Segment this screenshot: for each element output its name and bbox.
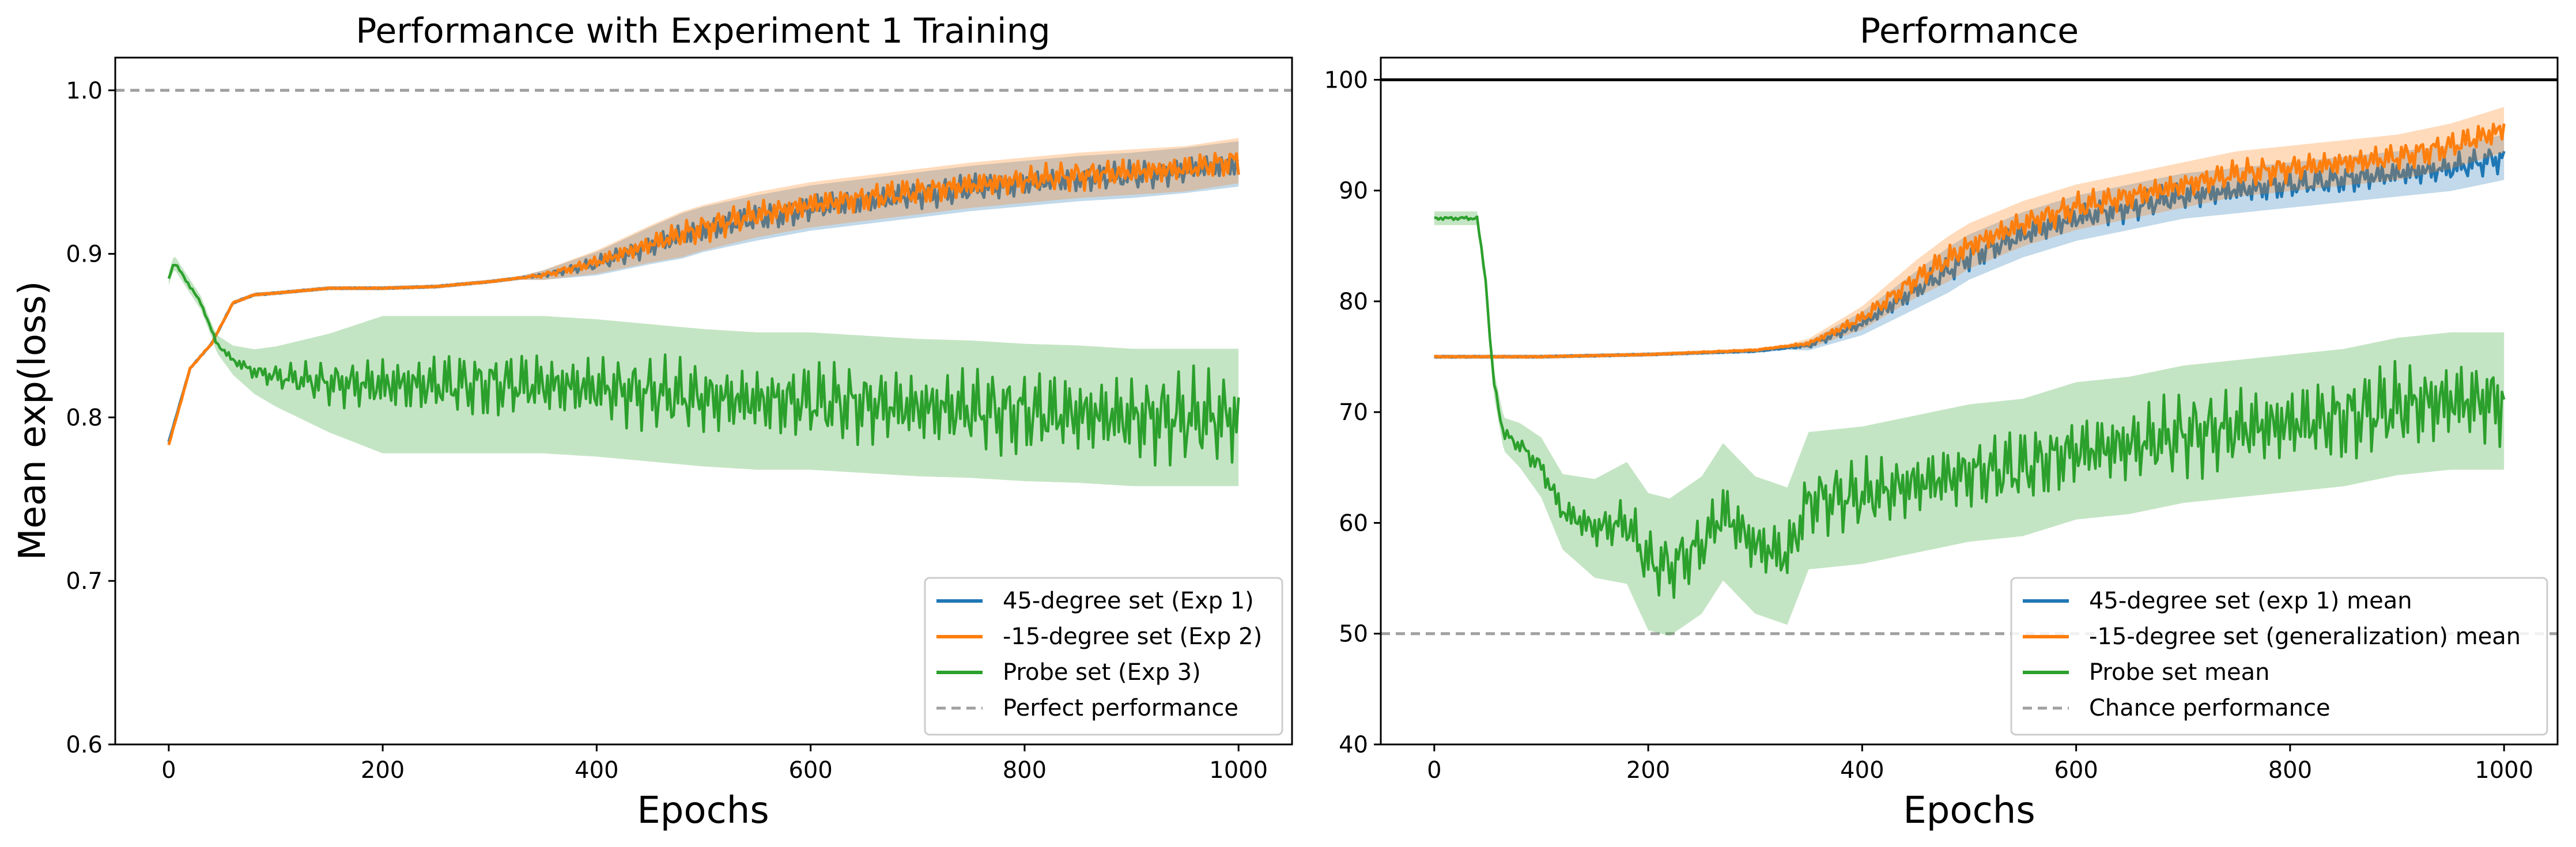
right-legend-label-series-2: -15-degree set (generalization) mean bbox=[2089, 623, 2521, 650]
right-chart-title: Performance bbox=[1860, 11, 2079, 51]
right-y-tick-label: 40 bbox=[1339, 732, 1368, 758]
right-y-tick-label: 70 bbox=[1339, 399, 1368, 426]
left-x-tick-label: 0 bbox=[161, 757, 176, 784]
left-y-tick-label: 0.9 bbox=[66, 241, 103, 268]
right-x-tick-label: 1000 bbox=[2475, 757, 2533, 784]
left-x-tick-label: 400 bbox=[575, 757, 618, 784]
right-x-tick-label: 200 bbox=[1626, 757, 1670, 784]
right-legend: 45-degree set (exp 1) mean -15-degree se… bbox=[2010, 577, 2548, 736]
right-plot-frame bbox=[1380, 56, 2559, 746]
right-y-tick-label: 60 bbox=[1339, 510, 1368, 536]
right-x-tick-label: 400 bbox=[1840, 757, 1884, 784]
right-y-tick-label: 80 bbox=[1339, 289, 1368, 315]
left-plot-frame bbox=[114, 56, 1293, 746]
left-legend-label-reference: Perfect performance bbox=[1003, 695, 1238, 721]
right-legend-box bbox=[2010, 577, 2548, 736]
right-x-tick-label: 0 bbox=[1427, 757, 1441, 784]
right-band-series-3 bbox=[1434, 211, 2505, 636]
right-band-series-2 bbox=[1434, 107, 2505, 359]
left-chart-panel: Performance with Experiment 1 Training E… bbox=[12, 11, 1293, 832]
right-x-tick-label: 800 bbox=[2268, 757, 2312, 784]
left-y-tick-label: 0.7 bbox=[66, 568, 103, 595]
left-x-tick-label: 600 bbox=[788, 757, 832, 784]
left-x-tick-label: 1000 bbox=[1209, 757, 1268, 784]
right-y-tick-label: 100 bbox=[1324, 67, 1368, 93]
right-legend-label-series-1: 45-degree set (exp 1) mean bbox=[2089, 588, 2412, 614]
right-chart-panel: Performance Epochs 0 200 400 600 800 1000 40 5… bbox=[1324, 11, 2559, 832]
left-legend-label-series-2: -15-degree set (Exp 2) bbox=[1003, 623, 1262, 650]
left-y-tick-label: 0.8 bbox=[66, 404, 103, 431]
left-line-series-2 bbox=[167, 152, 1240, 445]
right-x-tick-label: 600 bbox=[2054, 757, 2098, 784]
right-y-tick-label: 90 bbox=[1339, 178, 1368, 205]
left-y-tick-label: 1.0 bbox=[66, 78, 103, 104]
left-x-tick-label: 800 bbox=[1003, 757, 1047, 784]
left-chart-title: Performance with Experiment 1 Training bbox=[356, 11, 1050, 51]
left-band-series-2 bbox=[168, 138, 1239, 448]
left-legend-label-series-1: 45-degree set (Exp 1) bbox=[1003, 588, 1254, 614]
left-legend-box bbox=[924, 577, 1283, 736]
left-y-axis-label: Mean exp(loss) bbox=[12, 281, 54, 560]
left-line-series-3 bbox=[167, 263, 1240, 467]
right-line-series-3 bbox=[1434, 215, 2506, 599]
left-legend: 45-degree set (Exp 1) -15-degree set (Ex… bbox=[924, 577, 1283, 736]
left-band-series-3 bbox=[168, 256, 1239, 486]
right-y-tick-label: 50 bbox=[1339, 621, 1368, 648]
right-x-axis-label: Epochs bbox=[1903, 789, 2035, 832]
right-legend-label-reference: Chance performance bbox=[2089, 695, 2331, 721]
left-x-tick-label: 200 bbox=[361, 757, 405, 784]
left-x-axis-label: Epochs bbox=[637, 789, 769, 832]
left-legend-label-series-3: Probe set (Exp 3) bbox=[1003, 659, 1201, 686]
left-y-tick-label: 0.6 bbox=[66, 732, 103, 758]
right-legend-label-series-3: Probe set mean bbox=[2089, 659, 2269, 686]
right-line-series-2 bbox=[1433, 122, 2506, 359]
